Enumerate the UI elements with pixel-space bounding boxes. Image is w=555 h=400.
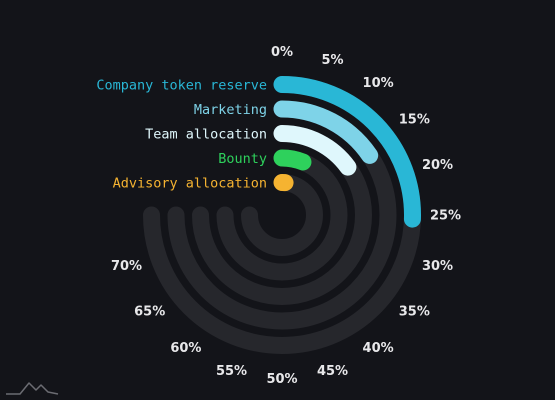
tick-label: 70% [111,259,142,274]
tick-label: 60% [170,341,201,356]
series-label: Team allocation [145,126,267,142]
bar-bounty[interactable] [273,149,312,171]
tick-label: 0% [271,45,293,60]
tick-label: 65% [134,305,165,320]
track-ring [216,149,348,281]
tick-label-layer: 0% 5% 10% 15% 20% 25% 30% 35% 40% 45% 50% 55% 60% 65%… [111,45,461,387]
bar-layer [273,76,421,228]
tick-label: 5% [321,53,343,68]
chart-brand-logo-icon [6,382,59,395]
tick-label: 10% [363,76,394,91]
tick-label: 30% [422,259,453,274]
bar-marketing[interactable] [273,100,379,164]
tick-label: 45% [317,364,348,379]
tick-label: 40% [363,341,394,356]
series-label: Company token reserve [96,77,267,93]
tick-label: 15% [399,112,430,127]
tick-label: 35% [399,305,430,320]
tick-label: 50% [266,372,297,387]
series-label-layer: Company token reserve Marketing Team alloc… [96,77,267,191]
bar-team-allocation[interactable] [273,125,357,176]
series-label: Bounty [218,151,267,167]
tick-label: 25% [430,209,461,224]
tick-label: 20% [422,158,453,173]
series-label: Marketing [194,102,267,118]
track-ring [241,174,323,256]
bar-company-token-reserve[interactable] [273,76,421,228]
series-label: Advisory allocation [113,175,267,191]
tick-label: 55% [216,364,247,379]
